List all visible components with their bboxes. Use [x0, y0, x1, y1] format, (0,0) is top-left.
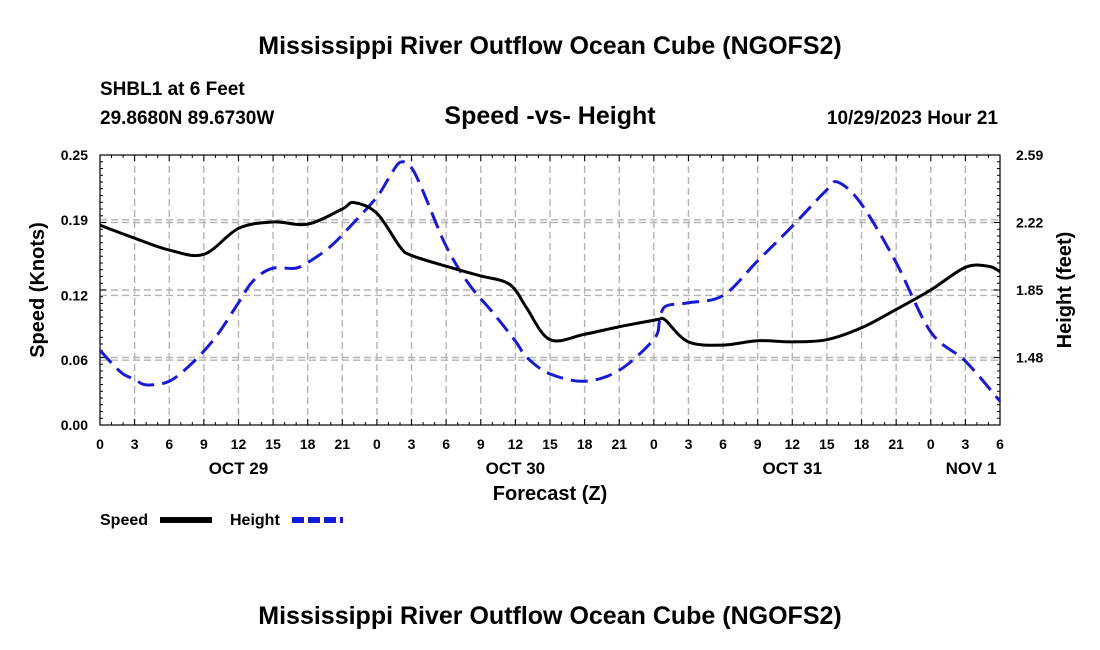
y-left-tick-label: 0.19 [61, 212, 88, 228]
x-tick-label: 12 [508, 436, 524, 452]
y-left-tick-label: 0.25 [61, 147, 88, 163]
x-tick-label: 3 [408, 436, 416, 452]
y-right-tick-label: 1.85 [1016, 282, 1043, 298]
location-label: 29.8680N 89.6730W [100, 108, 274, 129]
speed-series-line [99, 200, 1001, 347]
y-axis-left-label: Speed (Knots) [27, 222, 49, 358]
legend-height-label: Height [230, 512, 280, 529]
x-tick-label: 15 [819, 436, 835, 452]
x-tick-label: 18 [854, 436, 870, 452]
y-left-tick-label: 0.00 [61, 417, 88, 433]
x-tick-label: 3 [961, 436, 969, 452]
x-tick-label: 9 [477, 436, 485, 452]
x-tick-label: 9 [200, 436, 208, 452]
grid [100, 155, 1000, 425]
chart-title-repeat: Mississippi River Outflow Ocean Cube (NG… [258, 602, 841, 630]
x-tick-label: 6 [996, 436, 1004, 452]
chart-title: Mississippi River Outflow Ocean Cube (NG… [258, 32, 841, 60]
x-tick-label: 15 [265, 436, 281, 452]
x-tick-label: 3 [131, 436, 139, 452]
x-tick-label: 0 [373, 436, 381, 452]
date-label: OCT 30 [486, 459, 546, 478]
y-left-tick-labels: 0.00 0.06 0.12 0.19 0.25 [61, 147, 88, 433]
y-axis-right-label: Height (feet) [1054, 232, 1076, 349]
x-tick-label: 6 [442, 436, 450, 452]
x-tick-label: 12 [231, 436, 247, 452]
x-tick-label: 15 [542, 436, 558, 452]
x-tick-label: 12 [785, 436, 801, 452]
x-axis-label: Forecast (Z) [493, 483, 607, 505]
y-left-tick-label: 0.06 [61, 352, 88, 368]
x-tick-label: 21 [335, 436, 351, 452]
x-tick-label: 0 [927, 436, 935, 452]
x-tick-label: 6 [165, 436, 173, 452]
date-label: NOV 1 [946, 459, 997, 478]
x-tick-label: 0 [96, 436, 104, 452]
datetime-label: 10/29/2023 Hour 21 [827, 108, 999, 129]
date-label: OCT 31 [763, 459, 823, 478]
date-labels: OCT 29 OCT 30 OCT 31 NOV 1 [209, 459, 997, 478]
date-label: OCT 29 [209, 459, 269, 478]
y-right-tick-labels: 1.48 1.85 2.22 2.59 [1016, 147, 1043, 366]
x-tick-label: 18 [577, 436, 593, 452]
x-tick-label: 21 [888, 436, 904, 452]
y-right-tick-label: 2.59 [1016, 147, 1043, 163]
height-series-line [98, 160, 1002, 403]
x-tick-label: 3 [685, 436, 693, 452]
y-right-tick-label: 2.22 [1016, 215, 1043, 231]
y-left-tick-label: 0.12 [61, 287, 88, 303]
x-tick-label: 18 [300, 436, 316, 452]
chart-subtitle: Speed -vs- Height [444, 102, 656, 130]
legend: Speed Height [100, 512, 343, 529]
legend-speed-label: Speed [100, 512, 148, 529]
y-right-tick-label: 1.48 [1016, 350, 1043, 366]
station-label: SHBL1 at 6 Feet [100, 79, 245, 100]
x-tick-label: 21 [611, 436, 627, 452]
x-tick-label: 6 [719, 436, 727, 452]
x-tick-label: 0 [650, 436, 658, 452]
x-tick-labels: 0 3 6 9 12 15 18 21 0 3 6 9 12 15 18 21 0 3 6 9 12 15 18 21 0 3 6 [96, 436, 1004, 452]
x-tick-label: 9 [754, 436, 762, 452]
